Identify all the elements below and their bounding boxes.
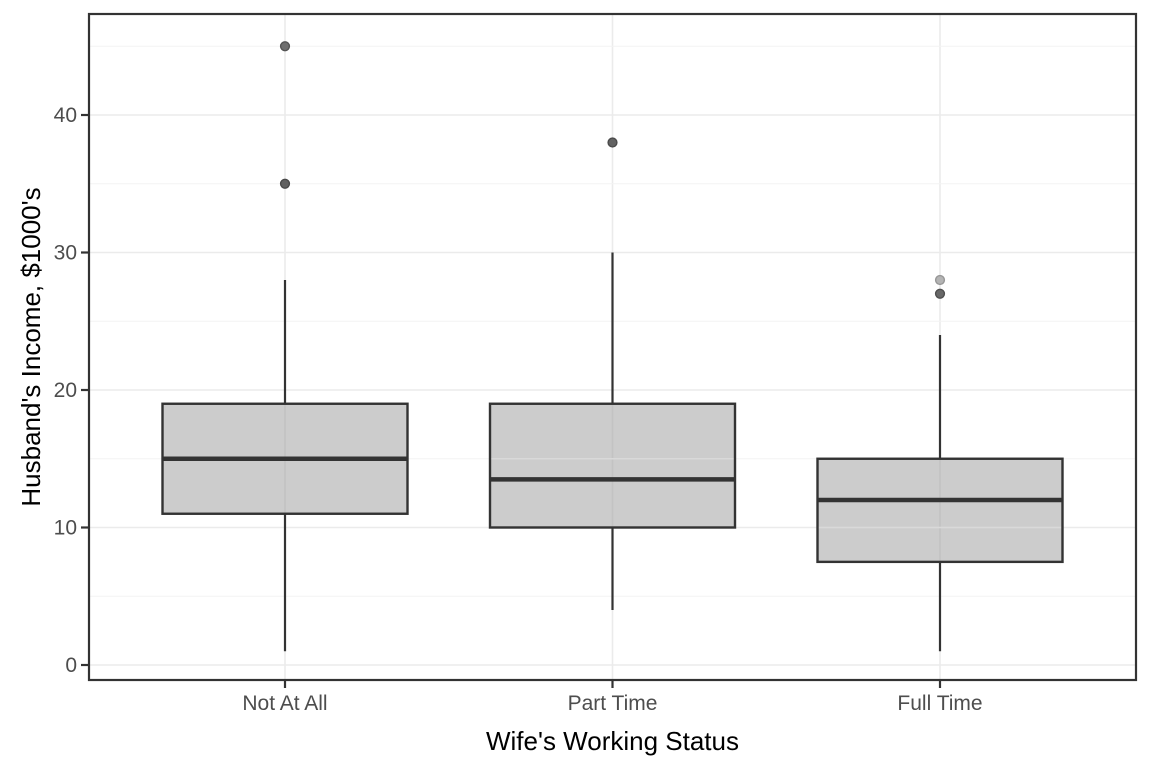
box-border-full-time xyxy=(816,457,1064,564)
outlier-point-not-at-all xyxy=(279,178,291,189)
outlier-point-full-time xyxy=(934,274,946,286)
x-tick-label: Not At All xyxy=(242,692,327,715)
y-axis-title: Husband's Income, $1000's xyxy=(16,187,46,507)
y-tick-label: 10 xyxy=(54,517,77,540)
outlier-point-not-at-all xyxy=(279,41,291,52)
x-tick-label: Part Time xyxy=(568,692,658,715)
y-tick-label: 40 xyxy=(54,104,77,127)
y-tick-label: 0 xyxy=(65,654,77,677)
x-tick-label: Full Time xyxy=(897,692,982,715)
box-border-part-time xyxy=(488,402,737,529)
panel-border xyxy=(87,12,1138,682)
outlier-point-part-time xyxy=(607,137,618,148)
outlier-point-full-time xyxy=(934,288,946,299)
y-tick-label: 30 xyxy=(54,242,77,265)
y-tick-label: 20 xyxy=(54,379,77,402)
x-axis-title: Wife's Working Status xyxy=(485,726,739,756)
